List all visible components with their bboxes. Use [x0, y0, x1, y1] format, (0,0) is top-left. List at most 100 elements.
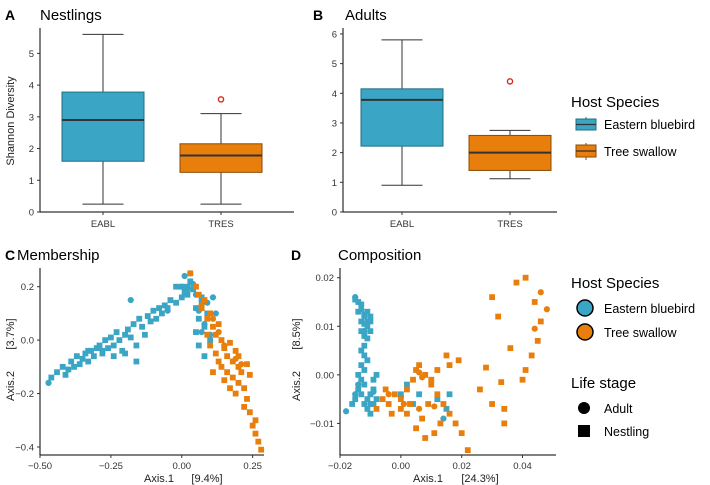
- point-tres-nestling: [210, 369, 216, 376]
- point-tres-nestling: [501, 405, 508, 412]
- point-eabl-nestling: [62, 371, 69, 378]
- panel-d-title: Composition: [338, 247, 421, 264]
- panel-c: C Membership Axis.1 [9.4%] Axis.2 [3.7%]…: [5, 247, 265, 485]
- x-tick-label: −0.25: [99, 461, 123, 472]
- point-tres-nestling: [489, 401, 496, 407]
- point-eabl-nestling: [90, 353, 97, 360]
- x-tick-label: 0.00: [392, 461, 411, 472]
- point-eabl-adult: [184, 286, 191, 293]
- point-tres-nestling: [425, 401, 432, 407]
- y-tick-label: 0: [332, 208, 337, 219]
- point-eabl-adult: [358, 306, 365, 313]
- x-tick-label: 0.25: [243, 461, 262, 472]
- panel-b-title: Adults: [345, 7, 387, 24]
- point-tres-nestling: [235, 379, 242, 386]
- y-tick-label: 0: [29, 208, 34, 219]
- point-tres-nestling: [221, 377, 228, 384]
- legend-point-swatch-eabl: [576, 299, 594, 317]
- point-eabl-nestling: [54, 369, 60, 376]
- legend-life-label-adult: Adult: [604, 402, 633, 416]
- point-eabl-nestling: [364, 335, 371, 342]
- point-tres-nestling: [477, 386, 483, 393]
- point-eabl-nestling: [139, 323, 145, 330]
- point-tres-nestling: [464, 447, 471, 454]
- point-tres-nestling: [207, 342, 214, 349]
- point-eabl-nestling: [130, 321, 137, 327]
- point-tres-nestling: [434, 367, 441, 373]
- point-eabl-nestling: [367, 410, 374, 417]
- panel-a-plot-area: 0 1 2 3 4 5 EABL TRES: [29, 28, 294, 230]
- panel-d-ylabel-axis: Axis.2: [291, 371, 303, 401]
- legend-host-species-point: Host Species Eastern bluebird Tree swall…: [571, 275, 695, 341]
- point-tres-adult: [531, 325, 538, 332]
- legend-host-point-item-eabl: Eastern bluebird: [576, 299, 695, 317]
- point-tres-nestling: [212, 331, 219, 338]
- point-eabl-nestling: [147, 318, 154, 325]
- point-eabl-nestling: [355, 299, 362, 305]
- point-tres-nestling: [212, 350, 219, 357]
- point-eabl-nestling: [361, 401, 368, 407]
- x-tick-label: 0.02: [452, 461, 471, 472]
- point-eabl-nestling: [361, 333, 368, 339]
- y-tick-label: 3: [332, 118, 337, 129]
- point-tres-nestling: [246, 371, 253, 378]
- point-tres-nestling: [446, 410, 453, 417]
- point-tres-adult: [238, 361, 245, 368]
- point-eabl-nestling: [367, 313, 374, 320]
- point-eabl-nestling: [99, 350, 106, 357]
- point-eabl-nestling: [361, 381, 368, 388]
- y-tick-label: 0.02: [316, 273, 335, 284]
- legend-host-box-item-tres: Tree swallow: [575, 143, 677, 160]
- point-eabl-nestling: [404, 381, 410, 388]
- point-tres-nestling: [431, 430, 438, 437]
- point-eabl-nestling: [184, 291, 191, 298]
- point-eabl-nestling: [364, 323, 371, 330]
- point-eabl-nestling: [193, 329, 199, 336]
- y-tick-label: 1: [332, 178, 337, 189]
- point-eabl-nestling: [373, 396, 380, 403]
- point-tres-nestling: [249, 422, 256, 429]
- panel-c-title: Membership: [17, 247, 100, 264]
- point-tres-nestling: [224, 353, 231, 360]
- point-eabl-nestling: [352, 396, 359, 403]
- legend-host-box-label-eabl: Eastern bluebird: [604, 118, 695, 132]
- point-tres-nestling: [410, 376, 416, 383]
- point-eabl-nestling: [68, 358, 75, 365]
- point-eabl-nestling: [144, 313, 151, 319]
- point-tres-nestling: [519, 376, 526, 383]
- point-eabl-nestling: [355, 308, 362, 315]
- box-eabl: [61, 91, 145, 162]
- point-eabl-adult: [364, 318, 371, 325]
- point-eabl-nestling: [201, 353, 208, 360]
- point-tres-nestling: [252, 430, 259, 437]
- point-eabl-nestling: [102, 337, 109, 344]
- point-eabl-nestling: [178, 294, 185, 301]
- point-tres-adult: [232, 355, 239, 362]
- point-tres-nestling: [218, 337, 225, 344]
- point-tres-adult: [415, 405, 423, 412]
- point-eabl-nestling: [193, 305, 199, 311]
- point-tres-nestling: [255, 438, 262, 445]
- point-tres-adult: [419, 374, 426, 381]
- y-tick-label: 2: [332, 148, 337, 159]
- point-tres-nestling: [204, 331, 211, 338]
- y-tick-label: 0.01: [316, 322, 335, 333]
- point-tres-nestling: [452, 420, 459, 427]
- point-eabl-nestling: [110, 353, 117, 360]
- point-tres-nestling: [407, 401, 413, 407]
- x-tick-label: 0.04: [513, 461, 532, 472]
- y-tick-label: 5: [29, 49, 34, 60]
- point-tres-nestling: [537, 318, 544, 325]
- point-eabl-nestling: [364, 396, 371, 403]
- panel-c-xlabel-axis: Axis.1: [144, 473, 174, 485]
- panel-b-plot-area: 0 1 2 3 4 5 6 EABL TRES: [332, 28, 557, 230]
- point-tres-nestling: [528, 352, 535, 359]
- point-tres-nestling: [224, 369, 231, 376]
- point-eabl-nestling: [410, 401, 416, 407]
- y-tick-label: 4: [29, 81, 34, 92]
- point-tres-nestling: [382, 386, 389, 393]
- point-tres-nestling: [416, 362, 422, 369]
- point-eabl-nestling: [76, 361, 83, 368]
- point-eabl-nestling: [207, 337, 214, 344]
